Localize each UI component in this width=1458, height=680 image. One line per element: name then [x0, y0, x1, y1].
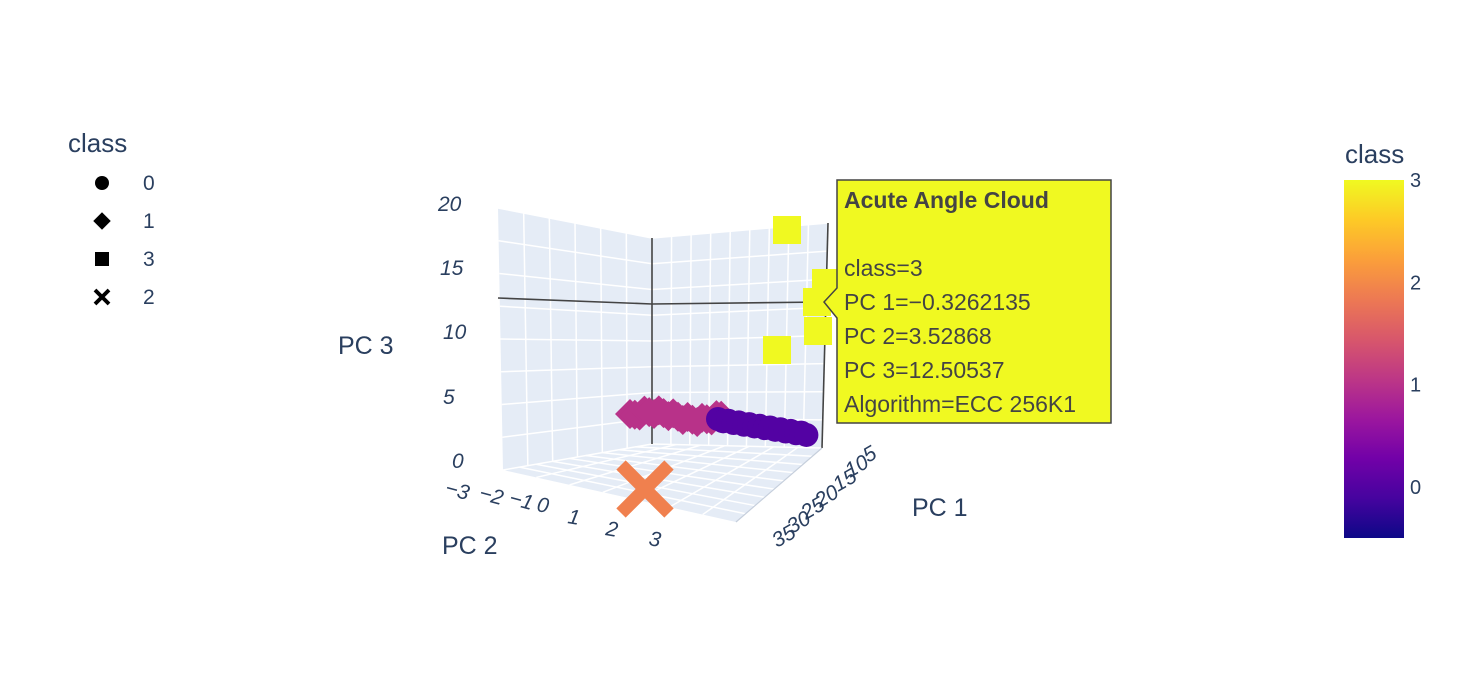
legend-symbol-diamond: [93, 212, 111, 230]
data-point-class-3: [763, 336, 791, 364]
colorbar-title: class: [1345, 139, 1404, 169]
grid-line: [569, 444, 701, 486]
grid-line: [522, 212, 529, 466]
colorbar-gradient: [1344, 180, 1404, 538]
y-tick-label: −3: [443, 477, 472, 505]
z-tick-label: 10: [443, 321, 467, 344]
grid-line: [574, 222, 579, 458]
legend-item-2[interactable]: 2: [93, 286, 155, 309]
y-tick-label: 0: [535, 493, 551, 518]
axis-line-x: [735, 447, 823, 523]
grid-line: [599, 227, 604, 453]
colorbar-tick-label: 0: [1410, 477, 1421, 499]
hover-line: class=3: [844, 255, 923, 281]
grid-line: [651, 278, 827, 291]
y-tick-label: −2: [477, 482, 506, 510]
data-point-class-3: [773, 216, 801, 244]
legend-symbol-square: [95, 252, 109, 266]
legend-label: 0: [143, 172, 155, 195]
colorbar-tick-label: 2: [1410, 272, 1421, 294]
grid-line: [536, 443, 677, 479]
hover-line: PC 3=12.50537: [844, 357, 1005, 383]
z-tick-label: 20: [437, 193, 462, 216]
x-axis-title: PC 1: [912, 494, 968, 522]
grid-line: [635, 446, 813, 457]
data-point-class-0: [794, 422, 819, 447]
z-tick-label: 0: [452, 450, 464, 473]
hover-line: PC 2=3.52868: [844, 323, 992, 349]
legend-item-0[interactable]: 0: [95, 172, 155, 195]
grid-line: [651, 250, 828, 265]
hover-tooltip: Acute Angle Cloud class=3 PC 1=−0.3262135…: [823, 179, 1112, 424]
legend-title: class: [68, 128, 127, 158]
y-tick-label: 3: [647, 527, 663, 552]
grid-line: [548, 217, 554, 462]
spike-line: [651, 301, 827, 305]
colorbar-tick-label: 3: [1410, 170, 1421, 192]
grid-line: [651, 362, 825, 368]
grid-line: [651, 443, 823, 449]
legend-symbol-x: [93, 288, 111, 306]
legend: class 0 1 3 2: [68, 128, 155, 309]
grid-line: [745, 229, 751, 447]
data-point-class-2: [616, 460, 674, 518]
grid-line: [669, 446, 774, 508]
legend-label: 3: [143, 248, 155, 271]
grid-line: [569, 457, 775, 490]
legend-symbol-circle: [95, 176, 109, 190]
grid-line: [618, 449, 803, 466]
hover-box: [823, 179, 1112, 424]
pane-left: [498, 208, 652, 470]
legend-label: 1: [143, 210, 155, 233]
legend-item-3[interactable]: 3: [95, 248, 155, 271]
colorbar-tick-label: 1: [1410, 375, 1421, 397]
grid-line: [585, 454, 784, 482]
grid-line: [602, 451, 794, 474]
z-tick-label: 15: [440, 257, 464, 280]
hover-line: Algorithm=ECC 256K1: [844, 391, 1076, 417]
grid-line: [519, 466, 746, 515]
y-tick-label: 2: [603, 517, 620, 542]
y-axis-title: PC 2: [442, 532, 498, 560]
legend-label: 2: [143, 286, 155, 309]
data-point-class-3: [804, 317, 832, 345]
z-axis-title: PC 3: [338, 332, 394, 360]
grid-line: [702, 446, 799, 516]
y-tick-label: −1: [507, 487, 536, 515]
legend-item-1[interactable]: 1: [93, 210, 155, 233]
colorbar: class 0 1 2 3: [1344, 139, 1421, 538]
spike-line: [497, 297, 653, 305]
z-tick-label: 5: [443, 386, 455, 409]
grid-line: [651, 391, 824, 394]
y-tick-label: 1: [566, 505, 582, 530]
grid-line: [651, 334, 826, 342]
grid-line: [651, 306, 826, 316]
hover-title: Acute Angle Cloud: [844, 187, 1049, 213]
hover-line: PC 1=−0.3262135: [844, 289, 1031, 315]
